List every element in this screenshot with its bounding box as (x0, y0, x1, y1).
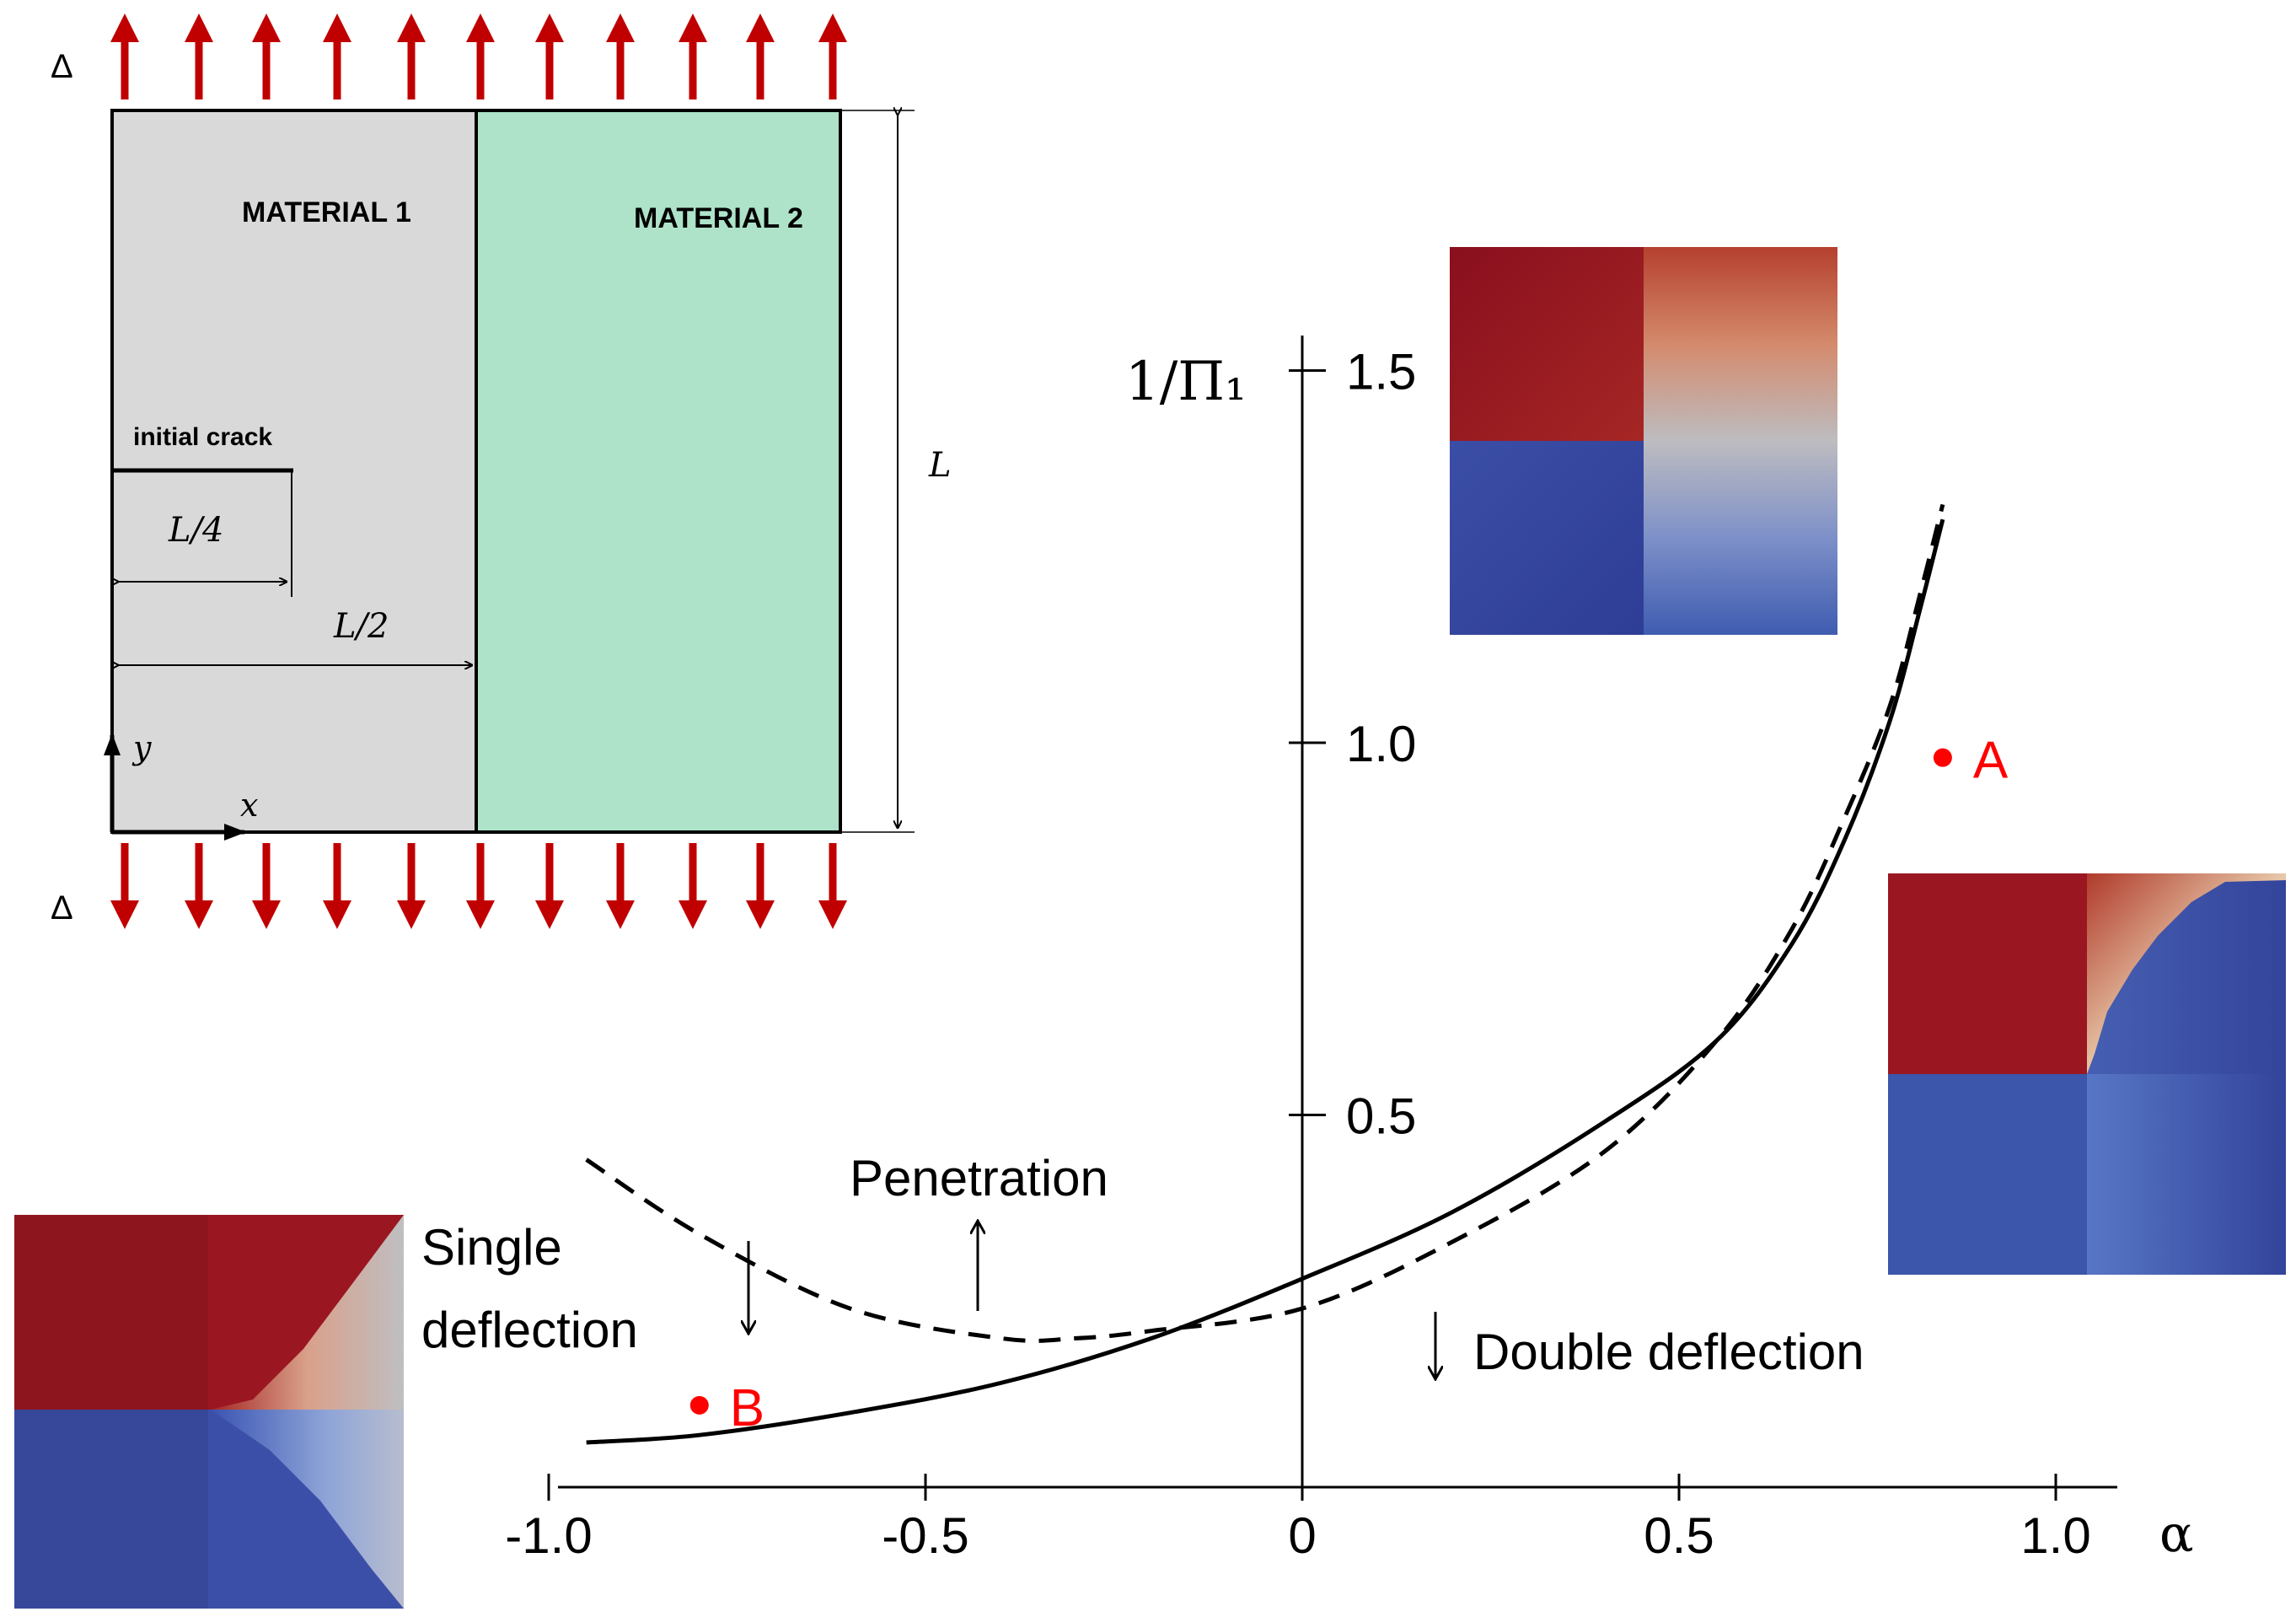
load-arrow-top (397, 13, 426, 99)
load-arrow-bottom (466, 843, 495, 929)
material-2-label: MATERIAL 2 (634, 202, 803, 234)
delta-bottom-label: Δ (51, 889, 73, 927)
region-label-single-line2: deflection (421, 1302, 638, 1358)
dim-half-label: L/2 (333, 607, 389, 646)
load-arrow-bottom (818, 843, 847, 929)
field-snapshot-top (1450, 247, 1837, 635)
load-arrow-top (110, 13, 139, 99)
x-ticks: -1.0 -0.5 0 0.5 1.0 (505, 1474, 2091, 1564)
load-arrow-bottom (252, 843, 281, 929)
load-arrow-bottom (535, 843, 564, 929)
x-axis-title: α (2159, 1505, 2194, 1564)
point-marker-a (1933, 748, 1952, 767)
load-arrow-bottom (185, 843, 213, 929)
chart: -1.0 -0.5 0 0.5 1.0 0.5 1.0 1.5 α 1/Π₁ Penetra… (421, 336, 2194, 1564)
load-arrow-top (606, 13, 635, 99)
material-1-label: MATERIAL 1 (242, 196, 411, 228)
load-arrow-top (535, 13, 564, 99)
load-arrow-bottom (746, 843, 775, 929)
region-label-double: Double deflection (1473, 1324, 1864, 1380)
material-2-region (475, 109, 842, 834)
y-axis-label: y (131, 729, 152, 766)
load-arrow-top (323, 13, 351, 99)
y-axis-title: 1/Π₁ (1125, 351, 1247, 413)
dim-height-label: L (928, 446, 952, 485)
series-penetration-boundary (585, 503, 1945, 1343)
bottom-load-arrows (110, 843, 847, 929)
load-arrow-top (746, 13, 775, 99)
initial-crack-label: initial crack (133, 423, 272, 451)
load-arrow-top (679, 13, 707, 99)
load-arrow-top (466, 13, 495, 99)
delta-top-label: Δ (51, 48, 73, 85)
x-tick-label: 0 (1288, 1507, 1316, 1564)
x-tick-label: 0.5 (1644, 1507, 1714, 1564)
y-ticks: 0.5 1.0 1.5 (1289, 344, 1416, 1145)
x-axis-label: x (240, 787, 258, 824)
load-arrow-bottom (679, 843, 707, 929)
schematic: MATERIAL 1 MATERIAL 2 initial crack L/4 … (51, 13, 952, 929)
load-arrow-top (252, 13, 281, 99)
y-tick-label: 0.5 (1346, 1088, 1416, 1145)
point-label-b: B (730, 1379, 764, 1437)
y-tick-label: 1.0 (1346, 716, 1416, 772)
load-arrow-bottom (110, 843, 139, 929)
series-double-deflection-boundary (586, 518, 1945, 1445)
x-tick-label: -0.5 (882, 1507, 968, 1564)
x-tick-label: -1.0 (505, 1507, 592, 1564)
field-snapshot-point-b (14, 1215, 404, 1609)
top-load-arrows (110, 13, 847, 99)
load-arrow-bottom (323, 843, 351, 929)
x-tick-label: 1.0 (2020, 1507, 2090, 1564)
dim-crack-label: L/4 (168, 511, 224, 550)
point-label-a: A (1973, 732, 2009, 790)
region-label-single-line1: Single (421, 1219, 562, 1276)
load-arrow-top (818, 13, 847, 99)
field-snapshot-point-a (1888, 873, 2286, 1275)
y-tick-label: 1.5 (1346, 344, 1416, 400)
point-marker-b (689, 1395, 709, 1415)
region-label-penetration: Penetration (850, 1150, 1108, 1206)
load-arrow-bottom (606, 843, 635, 929)
load-arrow-bottom (397, 843, 426, 929)
highlight-points: AB (689, 732, 2009, 1437)
load-arrow-top (185, 13, 213, 99)
